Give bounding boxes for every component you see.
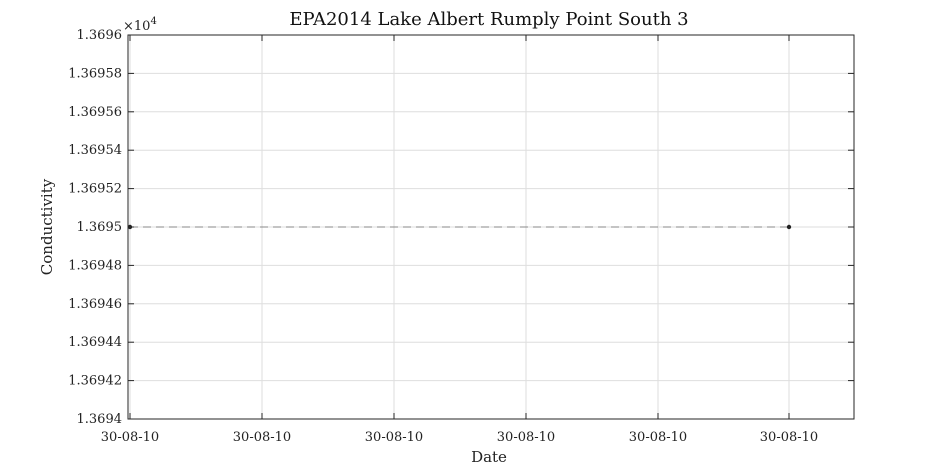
y-tick-label: 1.36956 [68,105,122,120]
x-tick-label: 30-08-10 [365,430,423,445]
y-tick-label: 1.36958 [68,66,122,81]
y-axis-exponent-power: 4 [150,16,156,27]
y-tick-label: 1.36946 [68,297,122,312]
x-tick-label: 30-08-10 [497,430,555,445]
data-point [786,224,792,230]
y-tick-label: 1.36954 [68,143,122,158]
x-tick-label: 30-08-10 [101,430,159,445]
y-tick-label: 1.36952 [68,182,122,197]
y-tick-label: 1.3695 [77,220,123,235]
chart-title: EPA2014 Lake Albert Rumply Point South 3 [289,9,688,30]
y-tick-label: 1.3696 [77,28,123,43]
y-tick-label: 1.36942 [68,374,122,389]
y-tick-label: 1.36948 [68,258,122,273]
x-axis-label: Date [471,448,507,466]
y-tick-label: 1.36944 [68,335,122,350]
y-axis-label: Conductivity [38,178,56,275]
x-tick-label: 30-08-10 [760,430,818,445]
x-axis-ticks: 30-08-10 30-08-10 30-08-10 30-08-10 30-08-10… [101,35,818,445]
x-tick-label: 30-08-10 [233,430,291,445]
x-tick-label: 30-08-10 [629,430,687,445]
y-tick-label: 1.3694 [77,412,123,427]
y-axis-exponent: ×104 [123,16,157,34]
y-axis-ticks: 1.3694 1.36942 1.36944 1.36946 1.36948 1.3695… [68,28,854,427]
y-axis-exponent-base: ×10 [123,19,150,34]
